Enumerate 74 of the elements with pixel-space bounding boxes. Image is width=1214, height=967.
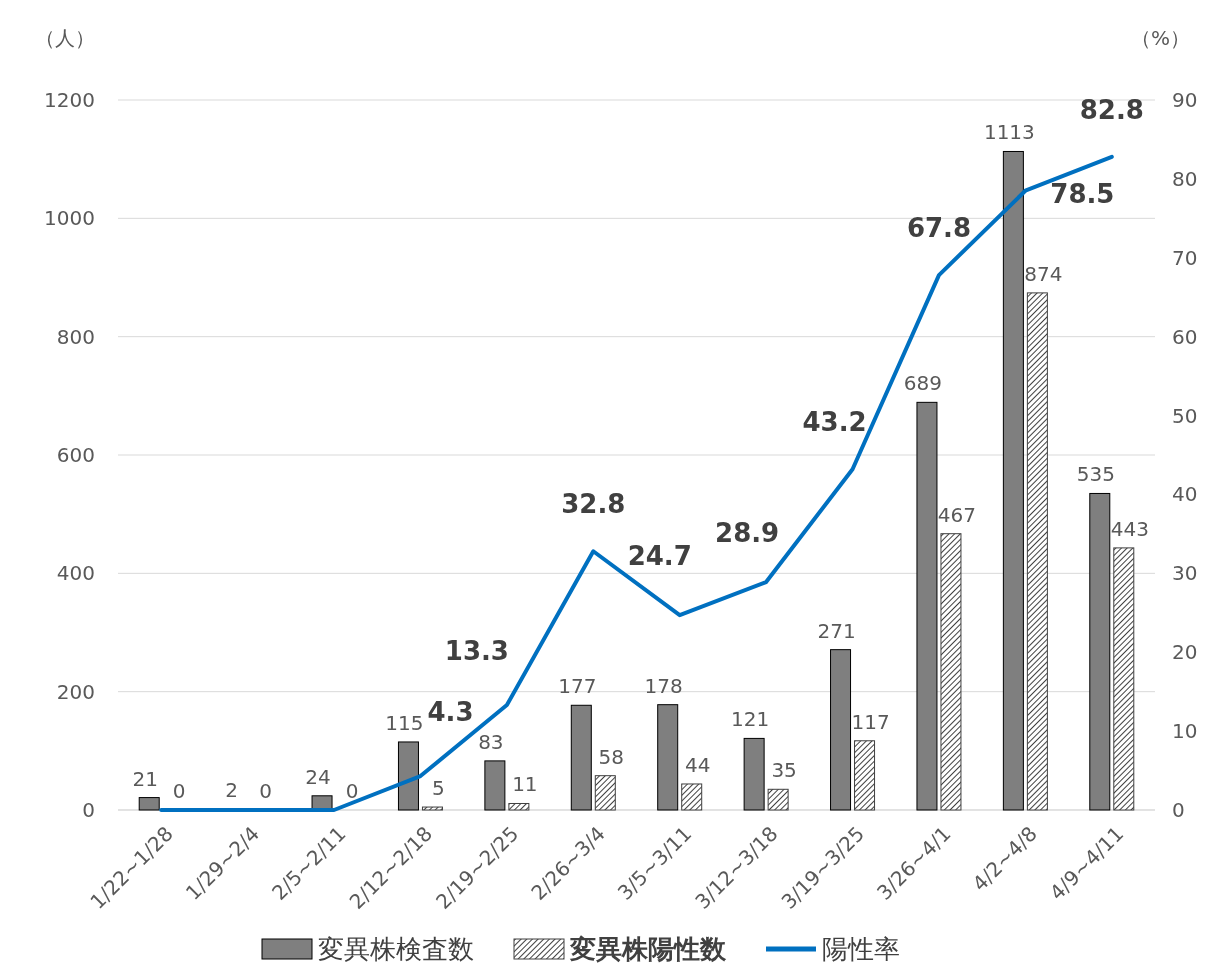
y2-tick-label: 0 — [1172, 798, 1185, 822]
bar — [830, 649, 852, 811]
data-label: 467 — [937, 502, 977, 527]
y-tick-label: 1200 — [44, 88, 95, 112]
data-label: 121 — [731, 707, 770, 732]
data-label: 24.7 — [627, 541, 692, 572]
data-label: 28.9 — [715, 518, 780, 549]
bar — [508, 802, 530, 811]
y-axis-title: （人） — [35, 26, 95, 50]
bar — [484, 760, 506, 811]
data-label: 35 — [771, 758, 797, 783]
data-label: 117 — [851, 709, 890, 734]
data-label: 874 — [1024, 261, 1063, 286]
bar — [940, 533, 962, 811]
legend-label: 陽性率 — [822, 934, 900, 965]
y2-tick-label: 60 — [1172, 324, 1198, 349]
y2-tick-label: 10 — [1172, 719, 1198, 744]
data-label: 58 — [598, 744, 625, 769]
data-label: 0 — [259, 779, 272, 803]
y2-tick-label: 20 — [1172, 640, 1198, 665]
y2-tick-label: 30 — [1172, 561, 1198, 586]
data-label: 78.5 — [1050, 178, 1115, 209]
y-tick-label: 600 — [56, 443, 95, 467]
data-label: 83 — [478, 729, 504, 754]
data-label: 11 — [512, 772, 538, 797]
y-tick-label: 200 — [56, 679, 95, 704]
data-label: 177 — [558, 674, 597, 699]
data-label: 689 — [903, 371, 943, 396]
bar — [421, 806, 443, 811]
data-label: 67.8 — [906, 213, 972, 244]
y2-tick-label: 50 — [1172, 403, 1198, 428]
data-label: 4.3 — [427, 697, 474, 728]
bar — [1026, 292, 1048, 811]
data-label: 5 — [432, 776, 445, 801]
data-label: 443 — [1110, 516, 1149, 541]
y2-tick-label: 70 — [1172, 245, 1198, 270]
bar — [916, 401, 938, 811]
bar — [657, 704, 679, 811]
data-label: 21 — [132, 766, 158, 791]
bar — [1113, 547, 1135, 811]
bar — [854, 740, 876, 811]
y-tick-label: 1000 — [44, 206, 95, 231]
y2-tick-label: 90 — [1172, 88, 1198, 112]
data-label: 1113 — [983, 120, 1035, 145]
bar — [767, 788, 789, 811]
bar — [397, 741, 419, 811]
bar — [594, 775, 616, 811]
y-tick-label: 400 — [56, 561, 95, 586]
data-label: 32.8 — [561, 489, 626, 520]
bar — [1002, 150, 1024, 811]
data-label: 2 — [225, 777, 238, 802]
bar — [138, 797, 160, 811]
bar — [681, 783, 703, 811]
y2-tick-label: 80 — [1172, 166, 1198, 191]
data-label: 535 — [1076, 462, 1115, 487]
y-tick-label: 0 — [82, 798, 95, 822]
legend-label: 変異株陽性数 — [569, 934, 727, 965]
bar — [743, 737, 765, 811]
data-label: 13.3 — [444, 636, 509, 667]
y2-axis-title: （%） — [1130, 26, 1190, 50]
bar — [1089, 492, 1111, 811]
data-label: 43.2 — [802, 407, 867, 438]
data-label: 115 — [385, 710, 424, 735]
data-label: 24 — [305, 764, 331, 789]
data-label: 271 — [817, 618, 856, 643]
data-label: 44 — [684, 752, 711, 777]
data-label: 178 — [644, 673, 683, 698]
data-label: 0 — [172, 779, 186, 803]
data-label: 82.8 — [1079, 94, 1144, 125]
data-label: 0 — [345, 779, 359, 803]
y-tick-label: 800 — [56, 324, 95, 349]
legend-label: 変異株検査数 — [318, 934, 474, 965]
bar — [570, 704, 592, 811]
y2-tick-label: 40 — [1172, 482, 1198, 507]
